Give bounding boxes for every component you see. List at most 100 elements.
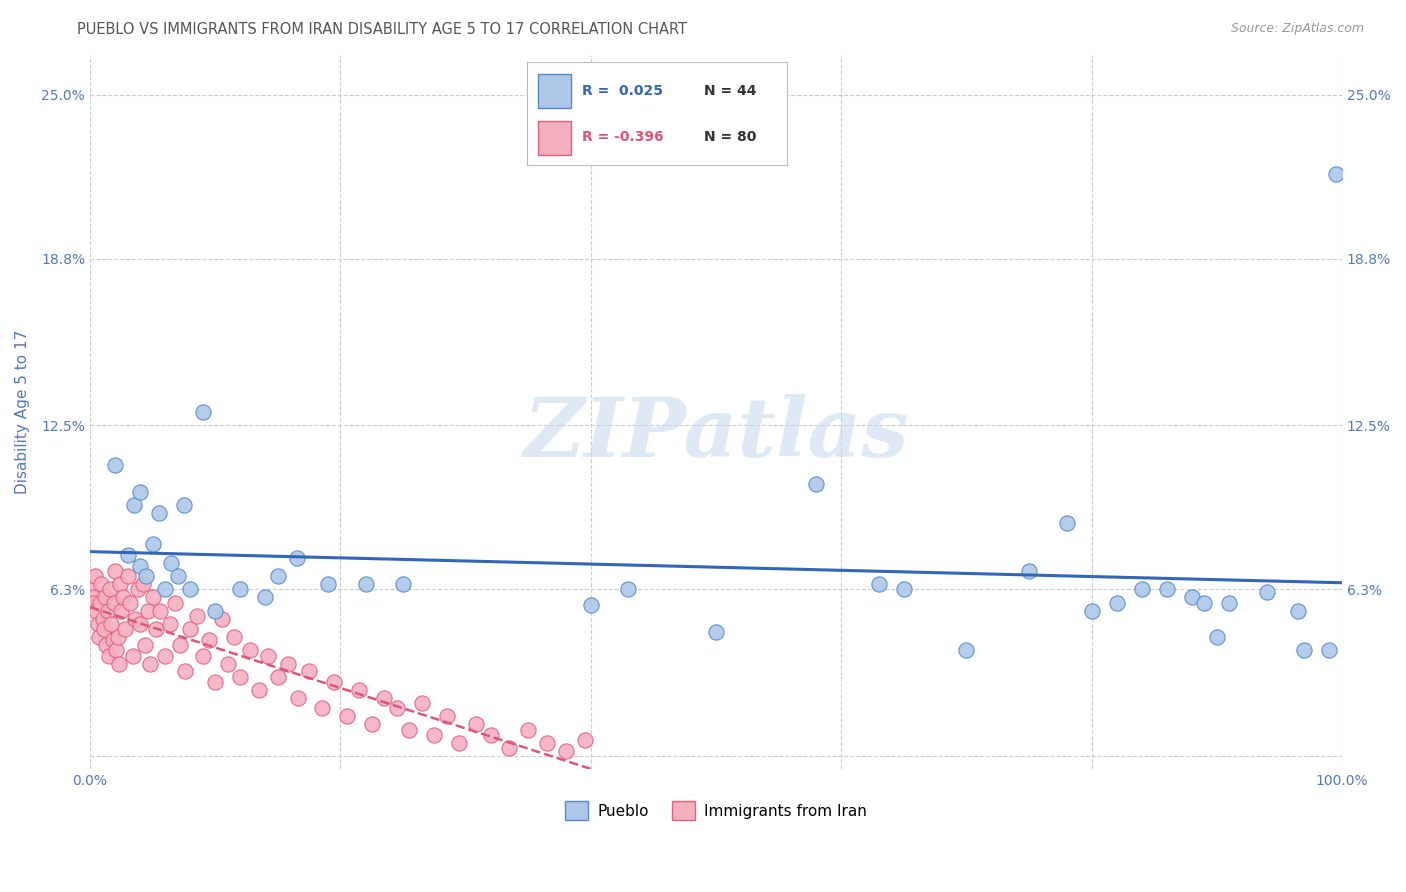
- Point: [955, 643, 977, 657]
- Point: [449, 736, 471, 750]
- Point: [198, 632, 221, 647]
- Point: [105, 643, 128, 657]
- Point: [267, 670, 290, 684]
- Point: [498, 741, 520, 756]
- Point: [135, 569, 157, 583]
- Point: [517, 723, 540, 737]
- Point: [360, 717, 382, 731]
- Point: [191, 405, 214, 419]
- Point: [100, 616, 122, 631]
- Point: [323, 675, 346, 690]
- Point: [166, 569, 188, 583]
- Point: [536, 736, 558, 750]
- Point: [165, 596, 187, 610]
- Point: [868, 577, 890, 591]
- Point: [111, 591, 134, 605]
- Text: Source: ZipAtlas.com: Source: ZipAtlas.com: [1230, 22, 1364, 36]
- Point: [107, 630, 129, 644]
- Point: [108, 577, 131, 591]
- Point: [423, 728, 446, 742]
- Text: N = 44: N = 44: [704, 84, 756, 97]
- Text: PUEBLO VS IMMIGRANTS FROM IRAN DISABILITY AGE 5 TO 17 CORRELATION CHART: PUEBLO VS IMMIGRANTS FROM IRAN DISABILIT…: [77, 22, 688, 37]
- Point: [385, 701, 408, 715]
- Point: [79, 582, 101, 597]
- Point: [90, 577, 112, 591]
- Point: [186, 608, 208, 623]
- Text: N = 80: N = 80: [704, 130, 756, 144]
- Point: [101, 632, 124, 647]
- Point: [120, 596, 142, 610]
- Point: [98, 582, 121, 597]
- Point: [89, 596, 111, 610]
- Point: [86, 616, 108, 631]
- Point: [392, 577, 415, 591]
- Point: [155, 648, 177, 663]
- Point: [617, 582, 640, 597]
- Point: [479, 728, 502, 742]
- Point: [142, 537, 165, 551]
- Point: [1256, 585, 1278, 599]
- Bar: [537, 121, 571, 155]
- Point: [1218, 596, 1240, 610]
- Point: [91, 611, 114, 625]
- Point: [191, 648, 214, 663]
- Point: [96, 638, 118, 652]
- Point: [373, 690, 395, 705]
- Point: [179, 582, 201, 597]
- Point: [1324, 167, 1347, 181]
- Point: [127, 582, 149, 597]
- Point: [1205, 630, 1227, 644]
- Point: [1105, 596, 1128, 610]
- Point: [229, 582, 252, 597]
- Point: [174, 665, 197, 679]
- Point: [1018, 564, 1040, 578]
- Point: [285, 550, 308, 565]
- Point: [1181, 591, 1204, 605]
- Point: [222, 630, 245, 644]
- Point: [349, 682, 371, 697]
- Bar: [537, 74, 571, 108]
- Text: R =  0.025: R = 0.025: [582, 84, 662, 97]
- Point: [97, 604, 120, 618]
- Point: [277, 657, 299, 671]
- Point: [136, 604, 159, 618]
- Point: [1080, 604, 1102, 618]
- Point: [1130, 582, 1153, 597]
- Point: [94, 591, 117, 605]
- Point: [86, 604, 108, 618]
- Point: [204, 604, 226, 618]
- Point: [436, 709, 458, 723]
- Point: [1294, 643, 1316, 657]
- Point: [160, 556, 183, 570]
- Point: [87, 630, 110, 644]
- Point: [129, 484, 152, 499]
- Point: [254, 591, 277, 605]
- Point: [173, 498, 195, 512]
- Point: [554, 744, 576, 758]
- Point: [336, 709, 359, 723]
- Point: [117, 569, 139, 583]
- Point: [139, 657, 162, 671]
- Point: [84, 569, 107, 583]
- Point: [287, 690, 309, 705]
- Point: [124, 611, 146, 625]
- Point: [149, 604, 172, 618]
- Point: [114, 622, 136, 636]
- Point: [129, 616, 152, 631]
- Point: [1286, 604, 1309, 618]
- Point: [316, 577, 339, 591]
- Point: [464, 717, 486, 731]
- Point: [117, 548, 139, 562]
- Point: [217, 657, 239, 671]
- Point: [82, 591, 104, 605]
- Text: ZIPatlas: ZIPatlas: [523, 393, 908, 474]
- Point: [169, 638, 191, 652]
- Point: [229, 670, 252, 684]
- Point: [806, 476, 828, 491]
- Point: [247, 682, 270, 697]
- Point: [179, 622, 201, 636]
- Point: [104, 458, 127, 472]
- Point: [579, 599, 602, 613]
- Point: [155, 582, 177, 597]
- Text: R = -0.396: R = -0.396: [582, 130, 664, 144]
